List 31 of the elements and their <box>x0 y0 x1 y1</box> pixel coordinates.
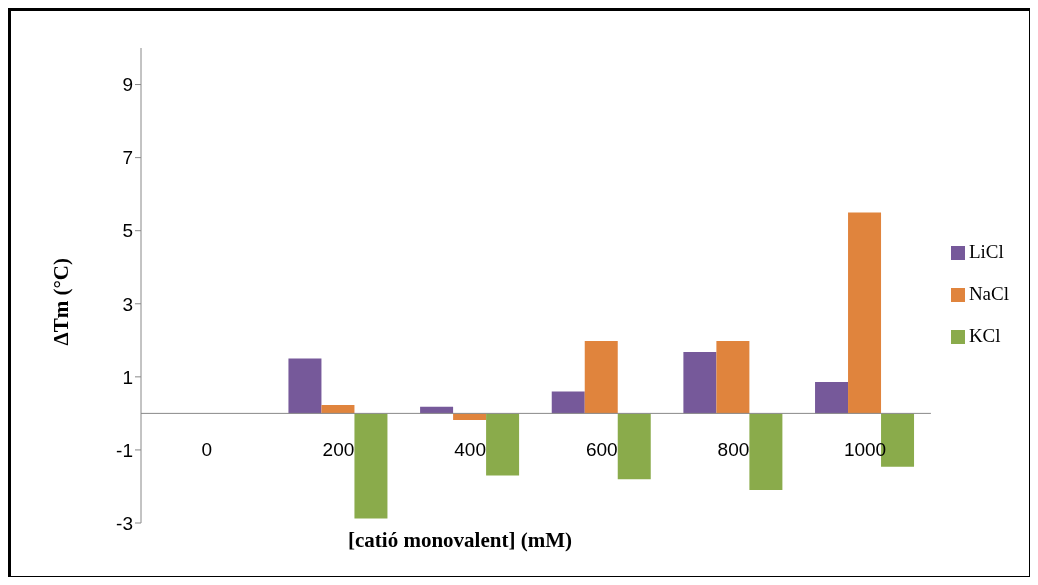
bar <box>716 341 750 414</box>
bar <box>453 413 487 420</box>
bar <box>848 212 882 414</box>
bar <box>749 413 783 491</box>
bar <box>815 381 849 414</box>
y-tick-label: -1 <box>116 439 133 461</box>
x-tick-label: 400 <box>454 439 486 461</box>
bar <box>354 413 388 519</box>
x-tick-label: 200 <box>322 439 355 461</box>
bar <box>617 413 651 480</box>
y-tick-label: 5 <box>122 220 133 242</box>
y-tick-label: -3 <box>116 512 133 534</box>
x-tick-label: 800 <box>717 439 750 461</box>
x-tick-label: 0 <box>201 439 213 461</box>
y-axis-title: ΔTm (°C) <box>49 258 74 346</box>
legend-label: KCl <box>968 324 1001 346</box>
y-tick-label: 9 <box>122 74 133 96</box>
y-tick-label: 7 <box>122 147 133 169</box>
y-tick-label: 1 <box>122 366 133 388</box>
y-tick-label: 3 <box>122 293 133 315</box>
legend-label: NaCl <box>968 282 1009 304</box>
bar <box>584 341 618 414</box>
bar <box>288 358 322 414</box>
bar <box>420 406 454 414</box>
bar <box>321 404 355 414</box>
bar <box>683 352 717 414</box>
x-tick-label: 600 <box>585 439 618 461</box>
bar <box>486 413 520 476</box>
bar <box>551 391 585 414</box>
x-axis-title: [catió monovalent] (mM) <box>348 528 572 552</box>
legend-label: LiCl <box>968 240 1004 262</box>
